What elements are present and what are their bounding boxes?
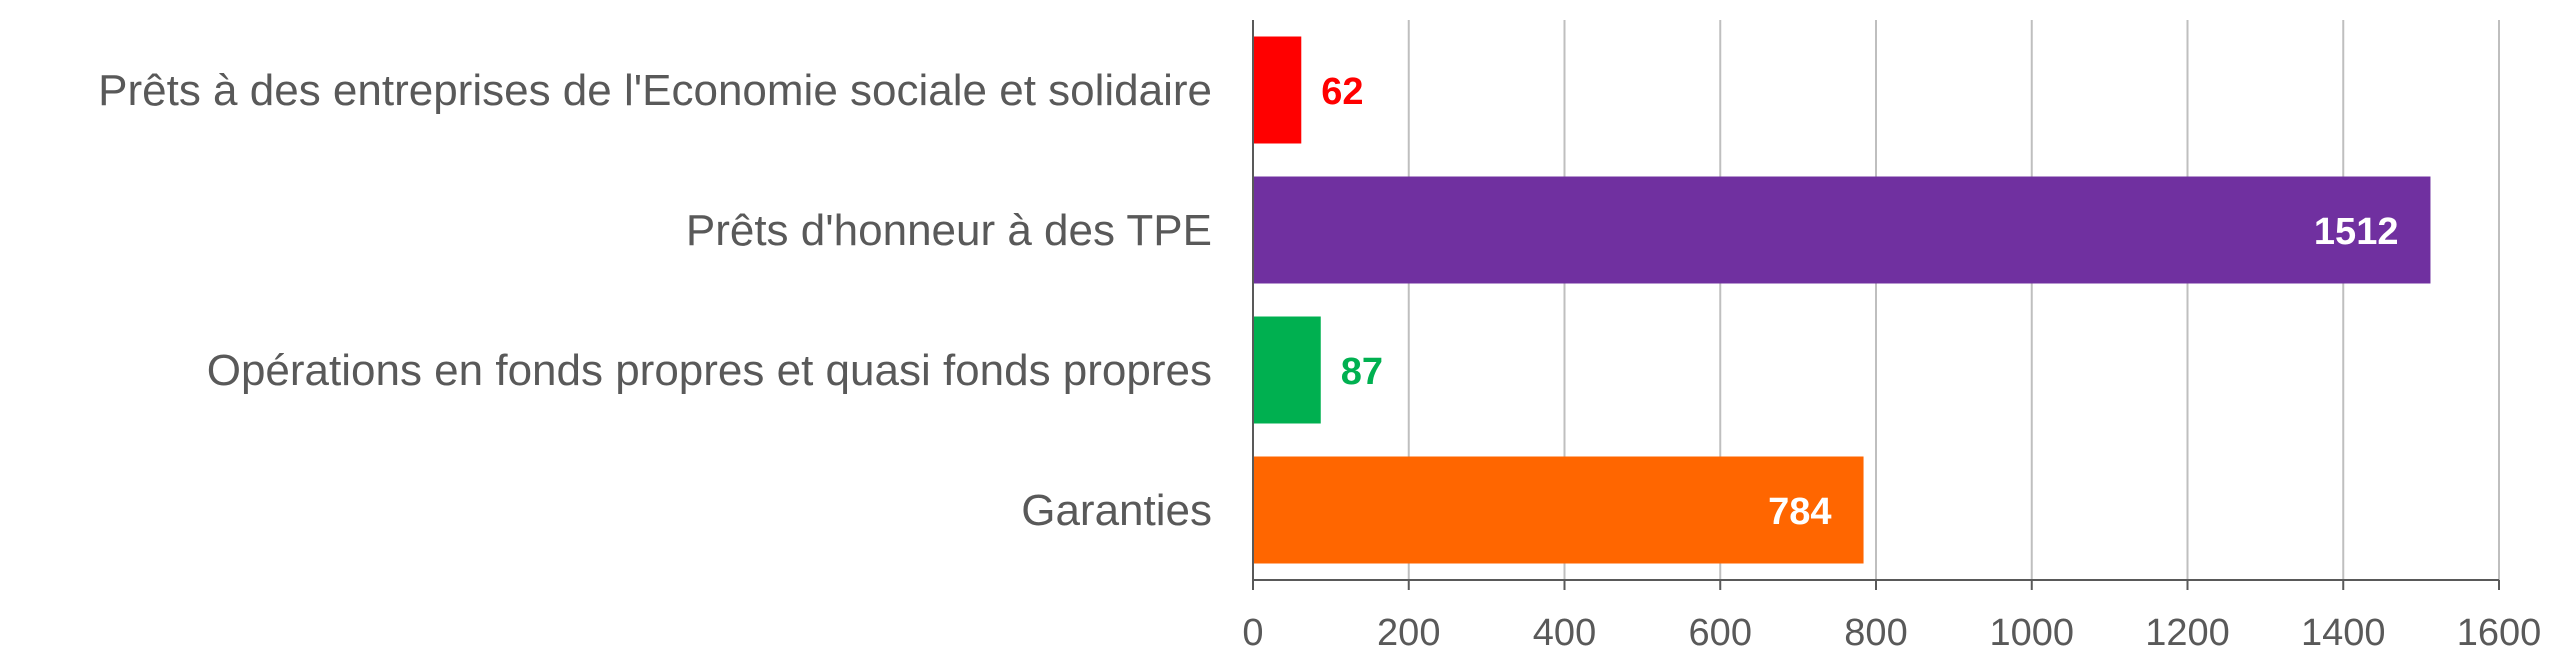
data-label: 87 (1341, 351, 1383, 393)
gridlines (1407, 20, 2500, 580)
bar (1253, 176, 2431, 284)
x-tick-label: 1200 (2145, 612, 2230, 654)
data-labels: 62 1512 87 784 (1321, 71, 2398, 533)
bar (1253, 456, 1864, 564)
category-label: Prêts d'honneur à des TPE (686, 206, 1212, 255)
category-label: Prêts à des entreprises de l'Economie so… (98, 66, 1212, 115)
x-tick-label: 1400 (2301, 612, 2386, 654)
data-label: 1512 (2314, 211, 2399, 253)
x-tick-label: 0 (1242, 612, 1263, 654)
x-tick-label: 200 (1377, 612, 1440, 654)
data-label: 784 (1768, 491, 1831, 533)
bar (1253, 316, 1321, 424)
tick-labels: 0 200 400 600 800 1000 1200 1400 1600 (1242, 612, 2541, 654)
bar (1253, 36, 1302, 144)
category-label: Opérations en fonds propres et quasi fon… (207, 346, 1212, 395)
category-labels: Prêts à des entreprises de l'Economie so… (98, 66, 1212, 535)
x-tick-label: 800 (1844, 612, 1907, 654)
bars (1253, 36, 2431, 564)
x-tick-label: 1600 (2457, 612, 2542, 654)
category-label: Garanties (1021, 486, 1212, 535)
x-tick-label: 600 (1689, 612, 1752, 654)
data-label: 62 (1321, 71, 1363, 113)
axes (1252, 20, 2500, 590)
x-tick-label: 400 (1533, 612, 1596, 654)
x-tick-label: 1000 (1989, 612, 2074, 654)
